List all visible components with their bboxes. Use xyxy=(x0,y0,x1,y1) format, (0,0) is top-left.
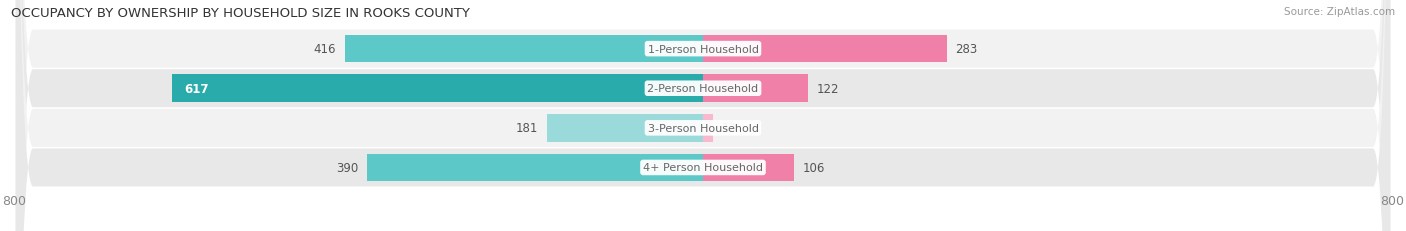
Bar xyxy=(703,115,713,142)
Bar xyxy=(344,36,703,63)
FancyBboxPatch shape xyxy=(15,0,1391,231)
Text: 3-Person Household: 3-Person Household xyxy=(648,123,758,133)
Text: 390: 390 xyxy=(336,161,359,174)
Bar xyxy=(172,75,703,103)
Text: OCCUPANCY BY OWNERSHIP BY HOUSEHOLD SIZE IN ROOKS COUNTY: OCCUPANCY BY OWNERSHIP BY HOUSEHOLD SIZE… xyxy=(11,7,470,20)
Text: 12: 12 xyxy=(721,122,737,135)
Text: 1-Person Household: 1-Person Household xyxy=(648,44,758,54)
Text: 4+ Person Household: 4+ Person Household xyxy=(643,163,763,173)
Text: 2-Person Household: 2-Person Household xyxy=(647,84,759,94)
Bar xyxy=(367,154,703,182)
Bar xyxy=(703,36,946,63)
Text: 122: 122 xyxy=(817,82,839,95)
Text: 181: 181 xyxy=(516,122,538,135)
Text: Source: ZipAtlas.com: Source: ZipAtlas.com xyxy=(1284,7,1395,17)
FancyBboxPatch shape xyxy=(15,0,1391,231)
Bar xyxy=(547,115,703,142)
FancyBboxPatch shape xyxy=(15,0,1391,231)
Text: 106: 106 xyxy=(803,161,825,174)
Text: 416: 416 xyxy=(314,43,336,56)
Bar xyxy=(703,154,794,182)
Bar xyxy=(703,75,808,103)
Text: 283: 283 xyxy=(955,43,977,56)
Text: 617: 617 xyxy=(184,82,209,95)
FancyBboxPatch shape xyxy=(15,0,1391,231)
